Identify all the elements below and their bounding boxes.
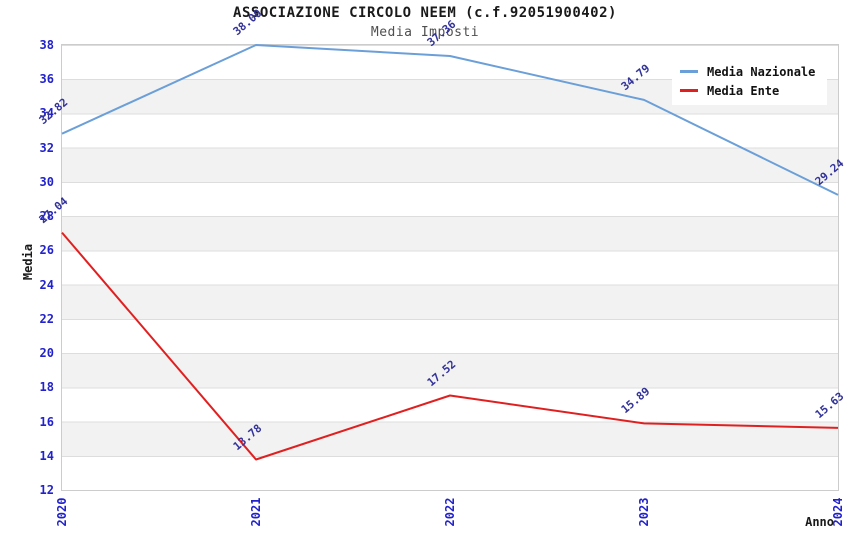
legend-item: Media Nazionale (680, 62, 815, 81)
plot-area: 32.82 38.00 37.36 34.79 29.24 27.04 13.78 17.52… (37, 7, 846, 491)
y-tick-label: 26 (39, 243, 54, 258)
legend-label: Media Nazionale (707, 64, 816, 79)
y-tick-label: 18 (39, 380, 54, 395)
y-tick-label: 28 (39, 209, 54, 224)
y-tick-label: 32 (39, 140, 54, 155)
y-tick-label: 20 (39, 346, 54, 361)
series-line-media-ente (61, 231, 839, 461)
legend-label: Media Ente (707, 83, 780, 98)
y-tick-label: 14 (39, 448, 54, 463)
y-tick-label: 34 (39, 106, 54, 121)
x-tick-label: 2022 (443, 497, 457, 527)
y-tick-label: 24 (39, 277, 54, 292)
x-tick-label: 2021 (249, 497, 263, 527)
y-tick-label: 38 (39, 38, 54, 52)
y-tick-label: 16 (39, 414, 54, 429)
y-tick-label: 12 (39, 483, 54, 497)
x-tick-label: 2023 (637, 497, 651, 527)
legend-item: Media Ente (680, 81, 815, 100)
x-tick-label: 2024 (831, 497, 845, 527)
legend-swatch (680, 70, 698, 73)
chart-subtitle: Media Imposti (370, 25, 480, 40)
x-tick-label: 2020 (55, 497, 69, 527)
x-axis-title: Anno (805, 515, 834, 529)
y-tick-label: 22 (39, 311, 54, 326)
legend-swatch (680, 89, 698, 92)
legend: Media Nazionale Media Ente (672, 57, 828, 105)
y-tick-label: 30 (39, 174, 54, 189)
y-tick-label: 36 (39, 72, 54, 87)
series-lines (61, 44, 839, 461)
chart-title: ASSOCIAZIONE CIRCOLO NEEM (c.f.920519004… (233, 5, 617, 21)
series-line-media-nazionale (61, 44, 839, 196)
